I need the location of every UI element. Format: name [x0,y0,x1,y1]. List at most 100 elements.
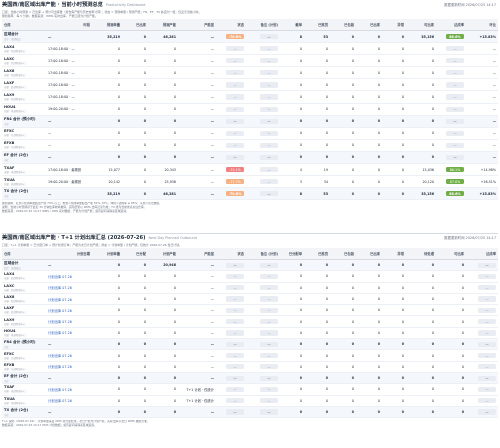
cell-text: 0 [377,155,380,160]
cell: 0 [382,115,406,128]
cell: — [178,139,216,152]
cell: — [466,259,498,272]
warehouse-name: LAX8 [4,295,15,300]
cell-text: 0 [143,119,146,124]
cell: — [178,103,216,116]
cell-text: 0 [401,46,404,51]
cell-text: 0 [377,34,380,39]
table-row: LAX8 仓储 · 西部物流中心 计划出库 07-26 0 0 0— — —0 0 0 0 0 0 0— [2,293,498,306]
cell-text: 0 [117,308,120,313]
cell: 0 [406,54,436,68]
cell: 15,077 [92,163,122,177]
cell: 0 [356,383,382,396]
cell: 0 [148,127,178,140]
status-badge: — [226,273,244,280]
cell-text: 0 [143,319,146,324]
table-body: 区域合计 合计 · 全部站点 —0 0 20,948— — —0 0 0 0 0 0 0— LAX4 仓储 … [2,259,498,419]
cell: 0 [280,282,304,294]
cell-text: — [210,107,214,112]
cell-text: +16.51% [480,179,496,184]
cell: 计划出库 07-26 [46,395,92,407]
cell: 0 [382,90,406,104]
cell-text: 0 [173,274,176,279]
status-badge: — [260,262,278,268]
cell: 17:00-18:00 · 最紧张 [46,163,92,177]
cell-text: 0 [173,285,176,290]
cell-text: 0 [117,297,120,302]
cell-text: 0 [325,155,328,160]
cell: — [216,139,246,152]
status-badge: — [260,285,278,291]
cell-text: 计划出库 07-26 [48,308,72,313]
column-header: 截单 [280,19,304,31]
cell: 0 [92,42,122,56]
cell: 0 [436,383,466,396]
cell: 8 [280,30,304,44]
cell-text: 0 [173,330,176,335]
cell-text: 20,343 [164,167,176,172]
cell-text: 计划出库 07-26 [48,320,72,325]
status-badge: — [446,118,464,124]
warehouse-name: HOU4 [4,105,16,110]
cell: 0 [406,304,436,317]
cell: 0 [356,30,382,44]
cell-text: 0 [351,353,354,358]
warehouse-cell: EFXC 仓储 · 东部物流中心 [2,127,46,140]
cell-text: 0 [401,58,404,63]
cell-text: 0 [173,308,176,313]
warehouse-sub: 仓储 · 东部物流中心 [4,134,26,138]
cell-text: 0 [461,353,464,358]
warehouse-cell: LAX9 仓储 · 西部物流中心 [2,315,46,328]
cell-text: 0 [377,330,380,335]
cell: 0 [406,395,436,407]
status-badge: 87.0% [446,179,464,185]
cell: 0 [436,293,466,306]
cell-text: 0 [299,410,302,414]
cell: 19:00-20:00 · 最紧张 [46,175,92,189]
warehouse-cell: EFXB 仓储 · 东部物流中心 [2,361,46,373]
cell-text: — [210,191,214,196]
cell-text: 0 [351,342,354,347]
cell-text: 0 [117,131,120,136]
cell-text: 0 [143,387,146,392]
cell: 0 [330,66,356,80]
cell: — [46,406,92,419]
cell: 0 [330,293,356,306]
cell-text: 0 [117,263,120,268]
warehouse-name: TX 合计 (2仓) [4,189,29,194]
cell: 0 [382,315,406,328]
warehouse-name: TXAF [4,165,15,170]
cell: 0 [92,372,122,385]
warehouse-cell: EFXB 仓储 · 东部物流中心 [2,139,46,152]
cell: — [246,115,280,128]
warehouse-name: LAX9 [4,93,15,98]
cell: — [178,361,216,373]
column-header: 可出库 [406,19,436,31]
cell: 0 [122,327,148,340]
cell-text: 17:00-18:00 · 最紧张 [48,168,82,173]
cell: 0 [122,259,148,272]
cell-text: 0 [431,46,434,51]
cell-text: — [210,167,214,172]
cell-text: 0 [325,319,328,324]
cell-text: 0 [299,58,302,63]
status-badge: — [226,319,244,325]
warehouse-name: FR4 合计 (预小时) [4,116,36,121]
cell: 0 [382,327,406,340]
cell-text: +15.83% [479,34,497,39]
cell-text: 0 [325,143,328,148]
cell-text: 0 [431,58,434,63]
warehouse-sub: 仓储 · 西部物流中心 [4,85,26,89]
cell-text: 0 [325,364,328,369]
cell-text: 0 [173,58,176,63]
cell-text: 0 [377,387,380,392]
cell-text: 0 [173,46,176,51]
cell: 0 [382,383,406,396]
cell-text: 0 [351,274,354,279]
cell: -70.6% [216,30,246,44]
cell-text: — [210,143,214,148]
cell: 0 [122,42,148,56]
cell-text: 0 [325,285,328,290]
cell: 34 [304,175,330,189]
cell: — [46,372,92,385]
